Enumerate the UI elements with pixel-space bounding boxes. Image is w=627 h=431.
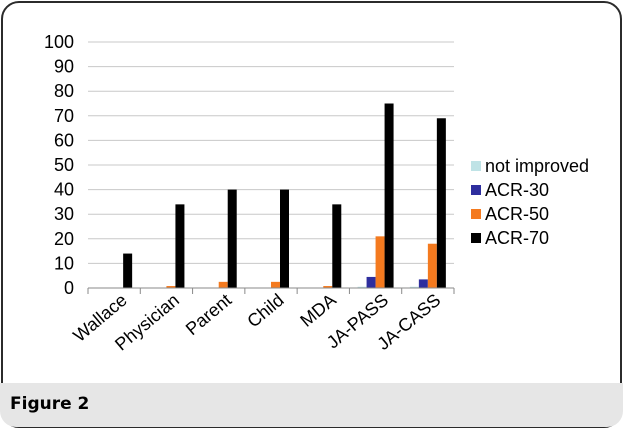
y-tick-label: 40 [54,180,74,200]
bar [409,286,419,288]
legend-swatch [471,161,481,171]
figure-caption-bar: Figure 2 [0,383,623,427]
bar [384,103,394,288]
gridlines [88,41,454,289]
y-tick-label: 100 [44,32,74,52]
bar [280,189,289,288]
bar [366,276,376,288]
bar [418,279,428,288]
bar [357,286,367,288]
legend-swatch [471,233,481,243]
bar [166,286,176,288]
y-axis: 0 10 20 30 40 50 60 70 80 90 100 [44,32,74,298]
y-tick-label: 90 [54,57,74,77]
x-tick-label: Child [243,290,287,332]
bar [123,253,133,288]
bar [332,204,342,288]
y-tick-label: 70 [54,106,74,126]
y-tick-label: 60 [54,130,74,150]
legend-swatch [471,185,481,195]
bar [323,286,333,288]
bar [375,236,385,288]
bars [123,103,446,288]
figure-caption: Figure 2 [10,394,90,414]
y-tick-label: 20 [54,229,74,249]
legend: not improved ACR-30 ACR-50 ACR-70 [471,156,589,248]
bar [175,204,185,288]
bar [227,189,237,288]
legend-label: ACR-50 [485,204,549,224]
legend-label: ACR-70 [485,228,549,248]
bar [436,118,446,288]
y-tick-label: 30 [54,204,74,224]
y-tick-label: 0 [64,278,74,298]
y-tick-label: 10 [54,253,74,273]
x-tick-label: Parent [182,290,235,339]
x-tick-label: MDA [296,290,339,331]
y-tick-label: 50 [54,155,74,175]
y-tick-label: 80 [54,81,74,101]
legend-label: not improved [485,156,589,176]
bar [271,281,280,288]
bar [427,243,437,288]
legend-swatch [471,209,481,219]
bar [218,281,228,288]
legend-label: ACR-30 [485,180,549,200]
